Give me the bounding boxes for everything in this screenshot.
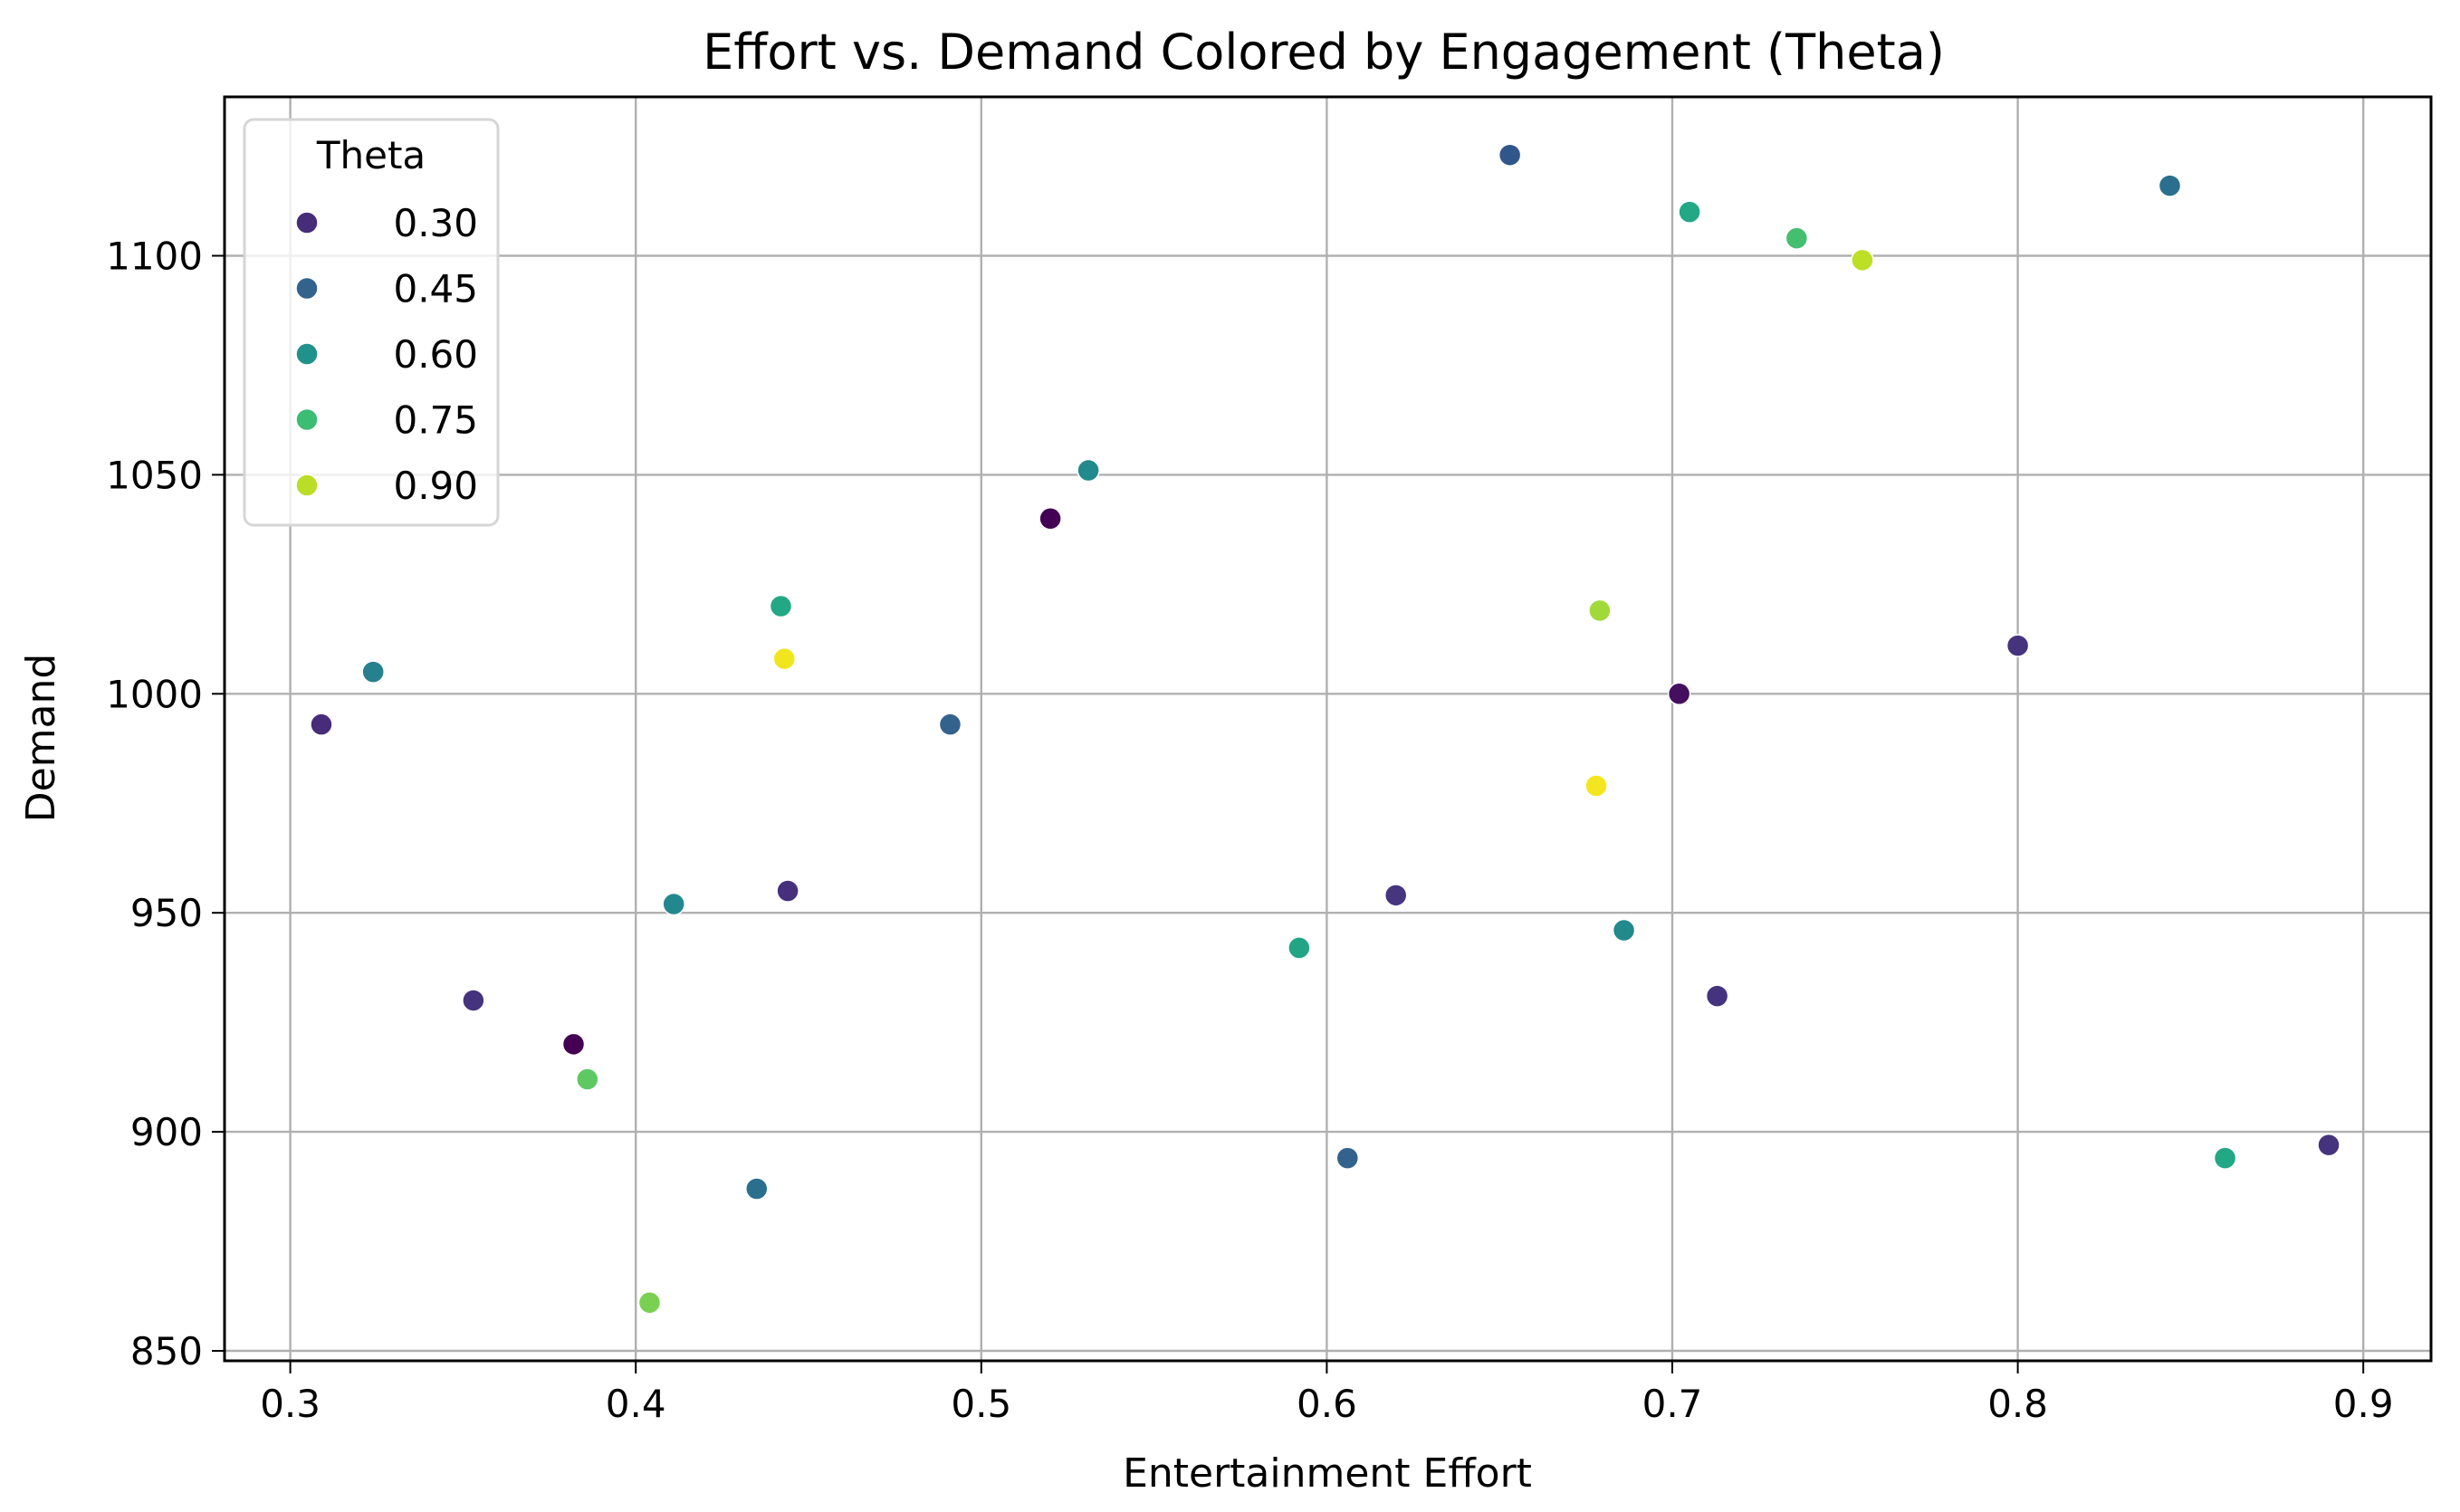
data-point [745, 1177, 769, 1201]
data-point [1335, 1146, 1360, 1170]
data-point [1785, 226, 1809, 250]
x-axis-ticks: 0.3 0.4 0.5 0.6 0.7 0.8 0.9 [260, 1361, 2394, 1426]
data-point [1584, 774, 1608, 798]
x-tick-label: 0.7 [1642, 1382, 1703, 1426]
x-tick-label: 0.9 [2333, 1382, 2394, 1426]
legend-title: Theta [316, 133, 426, 177]
y-tick-label: 850 [130, 1329, 203, 1373]
data-point [1678, 200, 1701, 224]
y-tick-label: 1050 [106, 453, 203, 497]
data-points [310, 143, 2340, 1315]
data-point [1588, 598, 1612, 623]
legend-label: 0.30 [393, 201, 478, 245]
data-point [1667, 682, 1691, 706]
data-point [938, 713, 962, 736]
data-point [1383, 884, 1408, 907]
legend-entries: 0.30 0.45 0.60 0.75 0.90 [295, 201, 478, 508]
x-tick-label: 0.5 [951, 1382, 1011, 1426]
data-point [2213, 1146, 2237, 1170]
legend-marker [295, 474, 319, 497]
data-point [1287, 936, 1311, 960]
plot-area [223, 95, 2433, 1363]
chart-title: Effort vs. Demand Colored by Engagement … [703, 24, 1945, 81]
data-point [1705, 984, 1729, 1008]
legend-marker [295, 211, 319, 234]
legend-marker [295, 407, 319, 432]
data-point [772, 646, 797, 671]
legend-label: 0.75 [393, 398, 478, 443]
grid-lines [225, 97, 2431, 1361]
y-tick-label: 1100 [106, 234, 203, 279]
x-tick-label: 0.4 [606, 1382, 666, 1426]
legend-label: 0.90 [393, 464, 478, 508]
data-point [1851, 248, 1874, 273]
data-point [310, 713, 333, 736]
y-axis-label: Demand [18, 654, 64, 823]
y-tick-label: 950 [130, 891, 203, 935]
x-axis-label: Entertainment Effort [1123, 1450, 1532, 1497]
data-point [776, 879, 799, 903]
data-point [637, 1291, 662, 1315]
x-tick-label: 0.3 [260, 1382, 321, 1426]
legend-marker [295, 276, 319, 301]
data-point [576, 1067, 599, 1091]
data-point [1077, 458, 1100, 483]
y-tick-label: 900 [130, 1110, 203, 1154]
data-point [1039, 507, 1062, 531]
data-point [462, 989, 485, 1012]
legend: Theta 0.30 0.45 0.60 0.75 0.90 [243, 118, 500, 527]
legend-label: 0.45 [393, 267, 478, 311]
data-point [1612, 918, 1636, 943]
y-axis-ticks: 850 900 950 1000 1050 1100 [106, 234, 225, 1373]
data-point [1498, 143, 1522, 167]
legend-label: 0.60 [393, 332, 478, 377]
data-point [662, 892, 685, 916]
data-point [561, 1032, 586, 1057]
legend-marker [295, 342, 319, 366]
data-point [361, 660, 385, 684]
data-point [2317, 1133, 2340, 1157]
x-tick-label: 0.6 [1297, 1382, 1357, 1426]
data-point [2158, 174, 2182, 197]
x-tick-label: 0.8 [1987, 1382, 2048, 1426]
data-point [769, 594, 793, 618]
data-point [2005, 634, 2030, 657]
y-tick-label: 1000 [106, 672, 203, 716]
